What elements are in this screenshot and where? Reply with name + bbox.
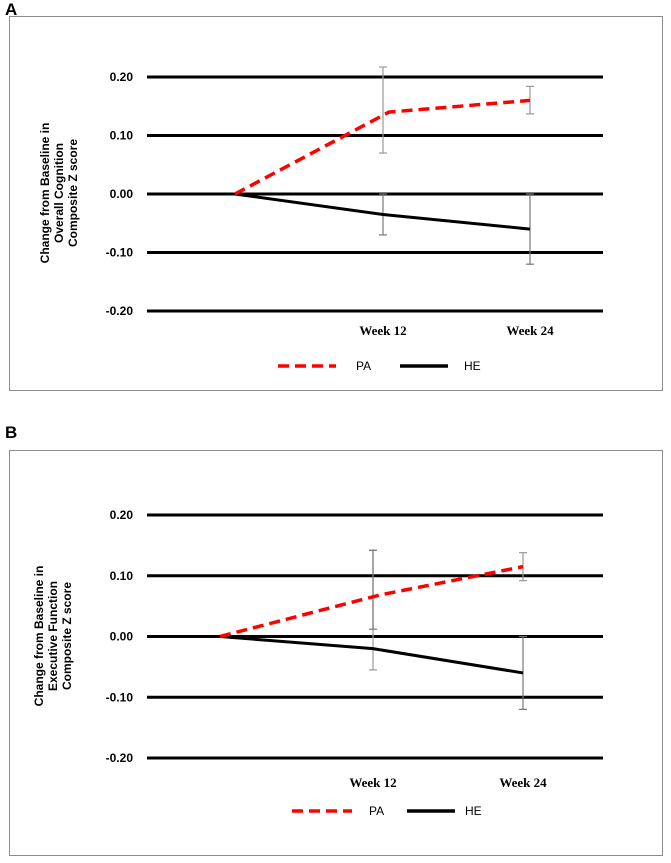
chart-b-y-axis-label: Executive Function <box>46 581 60 691</box>
chart-a-x-category-label: Week 12 <box>359 323 406 338</box>
chart-a-legend-label-he: HE <box>464 359 481 373</box>
chart-a-y-tick-label: -0.10 <box>106 246 134 260</box>
chart-b-y-axis-label: Change from Baseline in <box>32 566 46 707</box>
chart-b-y-tick-label: 0.10 <box>110 569 134 583</box>
chart-b-y-tick-label: 0.20 <box>110 508 134 522</box>
chart-a-x-category-label: Week 24 <box>506 323 554 338</box>
chart-a-y-axis-label: Overall Cognition <box>52 143 66 243</box>
chart-b-x-category-label: Week 24 <box>499 775 547 790</box>
chart-a-y-tick-label: 0.00 <box>110 187 134 201</box>
chart-a-series-line-pa <box>234 98 531 196</box>
chart-b-legend-label-pa: PA <box>369 804 384 818</box>
chart-b-y-axis-label: Composite Z score <box>60 582 74 690</box>
panel-letter-b: B <box>5 423 18 442</box>
chart-a-y-tick-label: -0.20 <box>106 304 134 318</box>
chart-a-y-tick-label: 0.20 <box>110 70 134 84</box>
chart-b-y-tick-label: -0.10 <box>106 690 134 704</box>
chart-b-x-category-label: Week 12 <box>349 775 396 790</box>
chart-b-series-line-he <box>219 635 524 675</box>
chart-b-legend-label-he: HE <box>465 804 482 818</box>
chart-frame-b <box>9 450 663 856</box>
chart-a-y-axis-label: Change from Baseline in <box>38 123 52 264</box>
chart-a-series-line-he <box>234 192 531 231</box>
panel-letter-a: A <box>5 0 18 19</box>
chart-b-y-tick-label: -0.20 <box>106 751 134 765</box>
chart-a-y-tick-label: 0.10 <box>110 129 134 143</box>
chart-a-y-axis-label: Composite Z score <box>66 139 80 247</box>
chart-b-y-tick-label: 0.00 <box>110 630 134 644</box>
chart-a-group: 0.20 0.10 0.00 -0.10 -0.20 Change from Baseli… <box>38 66 603 373</box>
chart-b-series-line-pa <box>219 564 524 639</box>
chart-b-group: 0.20 0.10 0.00 -0.10 -0.20 Change from Baseli… <box>32 508 603 818</box>
chart-a-legend-label-pa: PA <box>356 359 371 373</box>
